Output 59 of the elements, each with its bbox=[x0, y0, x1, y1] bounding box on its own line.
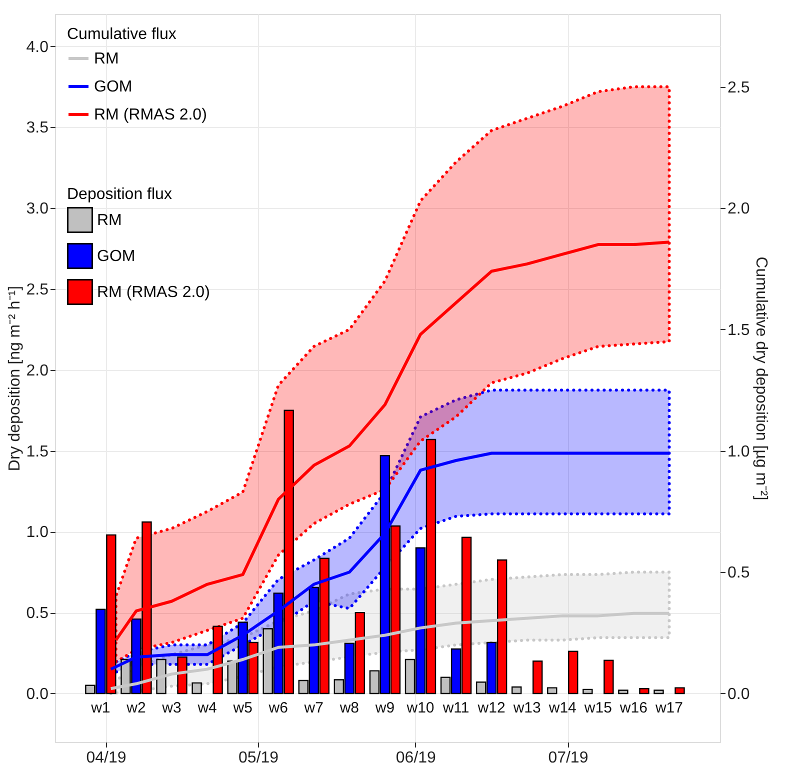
y-tick-label: 3.0 bbox=[26, 200, 49, 218]
bar bbox=[618, 690, 628, 694]
bar bbox=[192, 682, 202, 694]
bar bbox=[532, 660, 543, 694]
annotation: w5 bbox=[232, 699, 252, 716]
y-tick-label: 4.0 bbox=[26, 38, 49, 56]
legend-label: RM (RMAS 2.0) bbox=[97, 284, 210, 301]
bar bbox=[654, 690, 664, 694]
line-series bbox=[109, 612, 671, 690]
y-tick-label: 0.5 bbox=[26, 605, 49, 622]
annotation: w11 bbox=[442, 699, 470, 716]
annotation: w13 bbox=[512, 699, 541, 716]
y-tick-label: 2.5 bbox=[26, 282, 49, 299]
x-tick-label: 05/19 bbox=[238, 750, 279, 766]
y-tick-label: 1.0 bbox=[26, 524, 49, 542]
y-tick-label: 1.5 bbox=[26, 443, 49, 460]
y2-tick-label: 0.5 bbox=[728, 564, 750, 582]
text: Cumulative flux bbox=[67, 26, 176, 43]
annotation: w17 bbox=[654, 699, 683, 716]
annotation: w16 bbox=[618, 699, 648, 716]
y2-tick-label: 1.5 bbox=[728, 322, 750, 339]
bar bbox=[604, 660, 614, 694]
x-tick-label: 04/19 bbox=[86, 750, 126, 766]
bar bbox=[639, 688, 650, 694]
y-axis-title: Dry deposition [ng m⁻² h⁻¹] bbox=[6, 286, 24, 472]
text: Deposition flux bbox=[67, 186, 172, 203]
annotation: w2 bbox=[126, 699, 146, 716]
annotation: w6 bbox=[268, 699, 288, 716]
y2-tick-label: 0.0 bbox=[728, 686, 750, 703]
legend-label: GOM bbox=[94, 78, 132, 96]
annotation: w8 bbox=[338, 699, 360, 716]
bar bbox=[568, 650, 578, 694]
annotation: w14 bbox=[548, 699, 576, 716]
annotation: w9 bbox=[374, 699, 395, 716]
annotation: w12 bbox=[476, 699, 506, 716]
annotation: w3 bbox=[161, 699, 182, 716]
legend-label: RM bbox=[97, 212, 122, 229]
bar bbox=[547, 687, 558, 694]
bar bbox=[177, 656, 188, 694]
y2-tick-label: 2.5 bbox=[728, 79, 750, 96]
annotation: w7 bbox=[303, 699, 324, 716]
annotation: w15 bbox=[583, 699, 612, 716]
y-tick-label: 3.5 bbox=[26, 120, 49, 137]
y2-tick-label: 1.0 bbox=[728, 443, 750, 460]
x-tick-label: 06/19 bbox=[396, 750, 436, 766]
y2-axis-title: Cumulative dry deposition [µg m⁻²] bbox=[752, 256, 770, 500]
annotation: w1 bbox=[90, 699, 110, 716]
y2-tick-label: 2.0 bbox=[728, 200, 750, 218]
x-tick-label: 07/19 bbox=[548, 750, 588, 766]
y-tick-label: 0.0 bbox=[26, 686, 49, 703]
bar bbox=[674, 687, 685, 694]
legend-label: RM (RMAS 2.0) bbox=[94, 106, 207, 124]
bar bbox=[582, 688, 593, 694]
annotation: w4 bbox=[196, 699, 217, 716]
annotation: w10 bbox=[406, 699, 434, 716]
y-tick-label: 2.0 bbox=[26, 362, 49, 380]
legend-label: RM bbox=[94, 50, 119, 68]
legend-label: GOM bbox=[97, 248, 136, 265]
bar bbox=[512, 686, 522, 694]
